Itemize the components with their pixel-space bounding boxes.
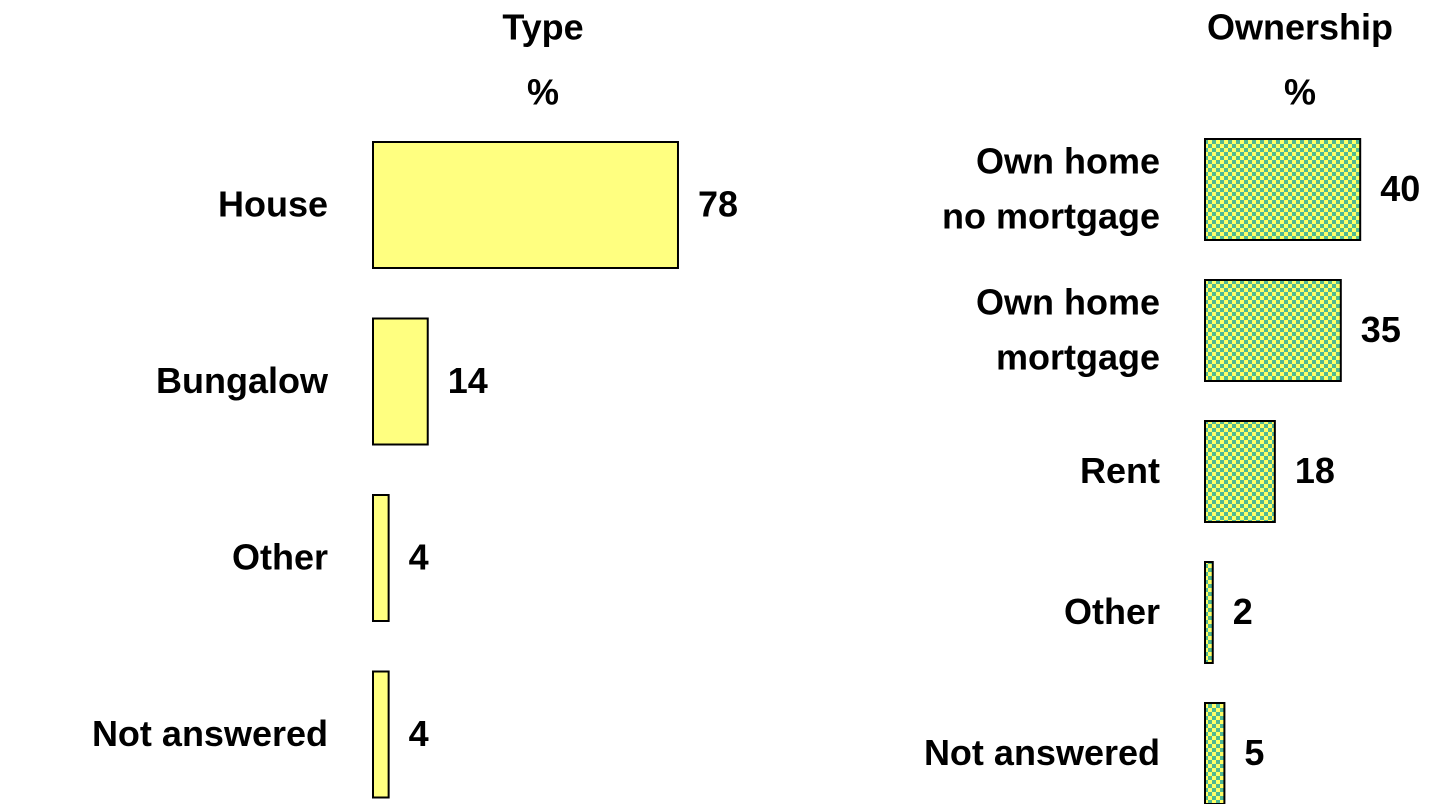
category-label: Rent [1080, 450, 1160, 491]
category-label: Other [1064, 591, 1160, 632]
category-label: no mortgage [942, 196, 1160, 237]
value-label: 4 [409, 713, 429, 754]
chart-title: Type [502, 7, 583, 48]
bar [372, 141, 679, 269]
category-label: Own home [976, 282, 1160, 323]
chart-subtitle: % [1284, 72, 1316, 113]
bar [372, 317, 429, 446]
category-label: House [218, 184, 328, 225]
bar [1204, 420, 1276, 523]
category-label: Not answered [924, 732, 1160, 773]
bar [1204, 279, 1342, 382]
bar [1204, 138, 1362, 241]
category-label: Not answered [92, 713, 328, 754]
value-label: 35 [1361, 309, 1401, 350]
value-label: 14 [448, 360, 488, 401]
value-label: 5 [1244, 732, 1264, 773]
bar [372, 494, 390, 622]
chart-title: Ownership [1207, 7, 1393, 48]
value-label: 18 [1295, 450, 1335, 491]
category-label: Other [232, 537, 328, 578]
category-label: Own home [976, 141, 1160, 182]
value-label: 40 [1380, 168, 1420, 209]
bar [1204, 561, 1214, 664]
value-label: 2 [1233, 591, 1253, 632]
category-label: Bungalow [156, 360, 329, 401]
value-label: 78 [698, 184, 738, 225]
bar [1204, 702, 1226, 804]
category-label: mortgage [996, 337, 1160, 378]
bar [372, 670, 390, 799]
chart-subtitle: % [527, 72, 559, 113]
value-label: 4 [409, 537, 429, 578]
